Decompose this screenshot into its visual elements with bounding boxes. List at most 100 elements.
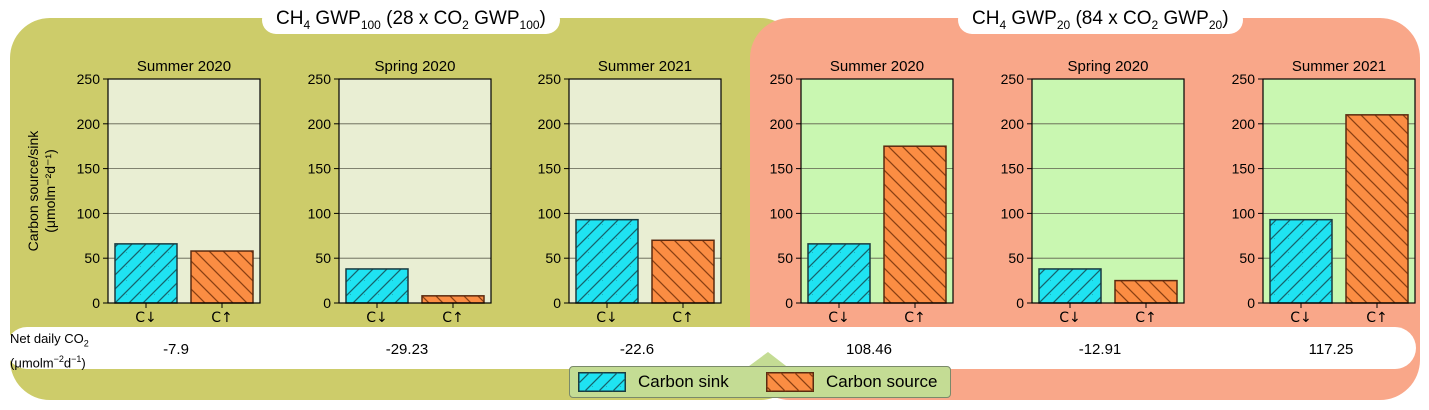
plot-frame — [1031, 78, 1185, 304]
y-tick-label: 100 — [308, 205, 332, 221]
y-tick-label: 150 — [308, 161, 332, 177]
x-tick-label: C↑ — [1366, 310, 1388, 326]
legend: Carbon sink Carbon source — [569, 366, 951, 398]
y-tick-label: 50 — [84, 250, 100, 266]
y-tick-label: 250 — [538, 71, 562, 87]
x-tick-label: C↓ — [596, 310, 618, 326]
x-tick-label: C↑ — [442, 310, 464, 326]
y-tick-label: 100 — [1232, 205, 1256, 221]
y-tick-label: 150 — [1232, 161, 1256, 177]
y-tick-label: 250 — [308, 71, 332, 87]
net-value: -12.91 — [1079, 341, 1122, 358]
y-tick-label: 50 — [1008, 250, 1024, 266]
bar-hatch — [883, 145, 947, 304]
legend-item-sink: Carbon sink — [578, 371, 729, 393]
legend-label-source: Carbon source — [826, 372, 938, 391]
subplot-3: Summer 2021 0 50 100 150 200 250 C↓ C↑ -22.6 — [538, 58, 722, 358]
y-tick-label: 0 — [1247, 295, 1255, 311]
y-tick-label: 150 — [538, 161, 562, 177]
y-tick-label: 250 — [1001, 71, 1025, 87]
x-tick-label: C↓ — [135, 310, 157, 326]
plot-area — [339, 79, 491, 303]
bar-hatch — [114, 243, 178, 304]
subplot-2: Spring 2020 0 50 100 150 200 250 C↓ C↑ -29.23 — [308, 58, 492, 358]
bar-hatch — [421, 295, 485, 304]
y-tick-label: 100 — [770, 205, 794, 221]
y-axis-label-line2: (μmolm⁻²d⁻¹) — [42, 149, 58, 233]
panel-title-gwp100: CH4 GWP100 (28 x CO2 GWP100) — [262, 6, 560, 34]
y-axis-label-line1: Carbon source/sink — [25, 130, 41, 252]
y-tick-label: 0 — [553, 295, 561, 311]
net-daily-co2-label: Net daily CO2 (μmolm−2d−1) — [10, 331, 89, 370]
y-tick-label: 50 — [777, 250, 793, 266]
panel-title-gwp20: CH4 GWP20 (84 x CO2 GWP20) — [958, 6, 1243, 34]
x-tick-label: C↓ — [1290, 310, 1312, 326]
legend-notch — [745, 352, 790, 369]
net-value: -22.6 — [620, 341, 654, 358]
x-tick-label: C↓ — [1059, 310, 1081, 326]
y-tick-label: 0 — [92, 295, 100, 311]
y-tick-label: 0 — [1016, 295, 1024, 311]
subplot-title: Spring 2020 — [1068, 58, 1149, 75]
subplot-4: Summer 2020 0 50 100 150 200 250 C↓ C↑ 108.46 — [770, 58, 954, 358]
subplot-1: Summer 2020 0 50 100 150 200 250 C↓ C↑ -7.9 — [77, 58, 261, 358]
bar-hatch — [1114, 279, 1178, 304]
net-value: -7.9 — [163, 341, 189, 358]
y-tick-label: 200 — [538, 116, 562, 132]
y-tick-label: 150 — [77, 161, 101, 177]
y-tick-label: 100 — [1001, 205, 1025, 221]
y-axis-label: Carbon source/sink(μmolm⁻²d⁻¹) — [25, 130, 58, 252]
y-tick-label: 250 — [1232, 71, 1256, 87]
y-tick-label: 200 — [1001, 116, 1025, 132]
bar-hatch — [190, 250, 254, 304]
net-value: -29.23 — [386, 341, 429, 358]
y-tick-label: 50 — [545, 250, 561, 266]
bar-hatch — [807, 243, 871, 304]
x-tick-label: C↑ — [1135, 310, 1157, 326]
bar-hatch — [345, 268, 409, 304]
y-tick-label: 200 — [77, 116, 101, 132]
y-tick-label: 100 — [77, 205, 101, 221]
net-value: 108.46 — [846, 341, 892, 358]
y-tick-label: 250 — [770, 71, 794, 87]
subplot-title: Summer 2020 — [830, 58, 924, 75]
subplot-title: Summer 2021 — [1292, 58, 1386, 75]
subplot-5: Spring 2020 0 50 100 150 200 250 C↓ C↑ -12.91 — [1001, 58, 1185, 358]
y-tick-label: 200 — [1232, 116, 1256, 132]
y-tick-label: 0 — [323, 295, 331, 311]
plot-frame — [800, 78, 954, 304]
y-tick-label: 200 — [308, 116, 332, 132]
net-value: 117.25 — [1309, 341, 1354, 358]
bar-hatch — [575, 218, 639, 304]
plot-area — [1032, 79, 1184, 303]
x-tick-label: C↑ — [211, 310, 233, 326]
x-tick-label: C↑ — [904, 310, 926, 326]
y-tick-label: 100 — [538, 205, 562, 221]
x-tick-label: C↓ — [828, 310, 850, 326]
x-tick-label: C↓ — [366, 310, 388, 326]
legend-label-sink: Carbon sink — [638, 372, 729, 391]
subplot-title: Summer 2020 — [137, 58, 231, 75]
bar-hatch — [1345, 114, 1409, 304]
y-tick-label: 150 — [1001, 161, 1025, 177]
y-tick-label: 50 — [1239, 250, 1255, 266]
legend-swatch-source — [766, 372, 814, 392]
y-tick-label: 50 — [315, 250, 331, 266]
y-tick-label: 150 — [770, 161, 794, 177]
subplot-6: Summer 2021 0 50 100 150 200 250 C↓ C↑ 117.25 — [1232, 58, 1416, 358]
bar-hatch — [1038, 268, 1102, 304]
plot-frame — [1262, 78, 1416, 304]
legend-swatch-sink — [578, 372, 626, 392]
subplot-title: Spring 2020 — [375, 58, 456, 75]
legend-item-source: Carbon source — [766, 371, 938, 393]
plot-frame — [338, 78, 492, 304]
subplot-title: Summer 2021 — [598, 58, 692, 75]
bar-hatch — [1269, 218, 1333, 304]
y-tick-label: 0 — [785, 295, 793, 311]
x-tick-label: C↑ — [672, 310, 694, 326]
bar-hatch — [651, 239, 715, 304]
y-tick-label: 250 — [77, 71, 101, 87]
net-values-strip — [6, 327, 1416, 369]
y-tick-label: 200 — [770, 116, 794, 132]
